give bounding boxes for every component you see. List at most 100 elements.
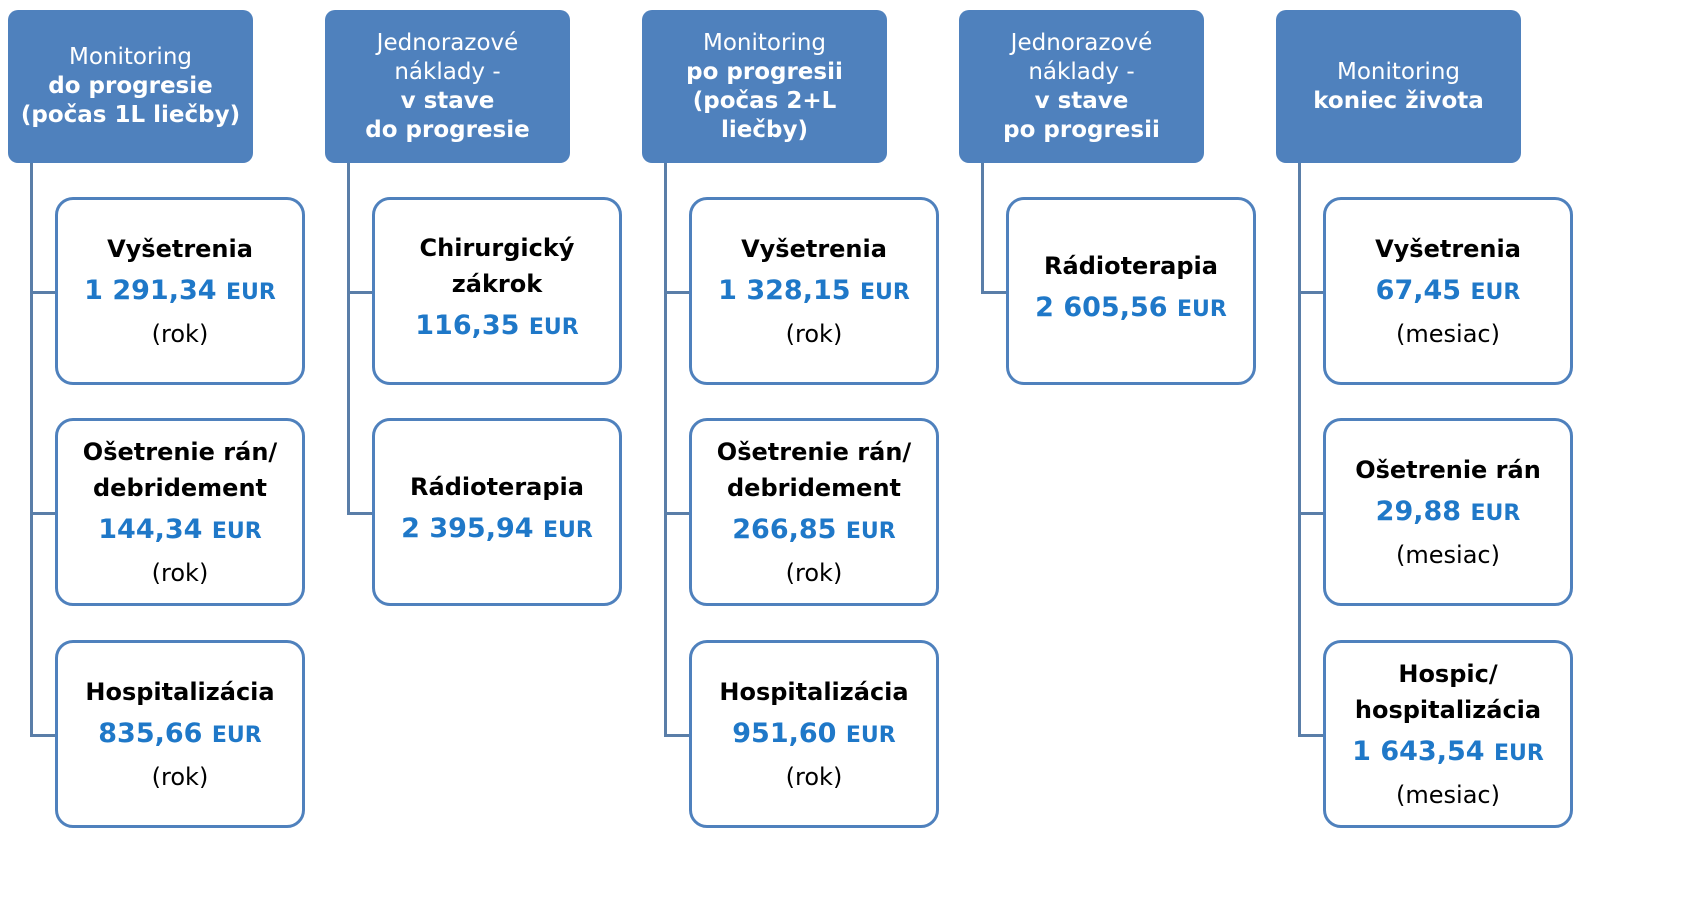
item-label: debridement [727,474,901,502]
cost-box: Rádioterapia 2 605,56 EUR [1006,197,1256,385]
amount: 266,85 [732,514,837,545]
period: (rok) [151,320,209,348]
amount-line: 1 328,15 EUR [718,267,910,317]
connector [981,291,1009,294]
connector [30,291,58,294]
cost-box: Chirurgický zákrok 116,35 EUR [372,197,622,385]
item-label: Hospitalizácia [85,678,275,706]
cost-box: Ošetrenie rán/debridement 266,85 EUR (rok) [689,418,939,606]
item-label: Ošetrenie rán [1355,456,1541,484]
header-line: v stave [1034,87,1129,114]
amount-line: 1 291,34 EUR [84,267,276,317]
connector [347,163,350,514]
cost-box: Hospic/hospitalizácia 1 643,54 EUR (mesiac… [1323,640,1573,828]
item-label: Hospic/ [1398,660,1498,688]
period: (rok) [785,320,843,348]
connector [30,512,58,515]
amount: 116,35 [415,310,520,341]
cost-box: Vyšetrenia 67,45 EUR (mesiac) [1323,197,1573,385]
connector [664,291,692,294]
amount: 2 605,56 [1035,292,1168,323]
header-line: koniec života [1313,87,1484,114]
unit: EUR [1493,741,1544,766]
amount: 29,88 [1375,496,1462,527]
amount: 2 395,94 [401,513,534,544]
connector [664,512,692,515]
unit: EUR [528,315,579,340]
amount-line: 951,60 EUR [732,710,895,760]
cost-box: Vyšetrenia 1 291,34 EUR (rok) [55,197,305,385]
header-line: náklady - [1028,58,1135,85]
column-header: Jednorazové náklady -v stave do progresie [325,10,570,163]
amount: 144,34 [98,514,203,545]
item-label: Ošetrenie rán/ [716,438,912,466]
header-line: po progresii [686,58,843,85]
period: (mesiac) [1396,541,1500,569]
unit: EUR [1470,280,1521,305]
amount: 67,45 [1375,275,1462,306]
period: (rok) [785,763,843,791]
amount-line: 2 605,56 EUR [1035,284,1227,334]
item-label: Chirurgický [419,234,575,262]
header-line: do progresie [365,116,530,143]
header-line: liečby) [721,116,808,143]
header-line: (počas 1L liečby) [20,102,241,128]
period: (mesiac) [1396,781,1500,809]
unit: EUR [542,518,593,543]
connector [1298,734,1326,737]
item-label: Rádioterapia [410,473,584,501]
period: (mesiac) [1396,320,1500,348]
cost-box: Ošetrenie rán/debridement 144,34 EUR (rok) [55,418,305,606]
item-label: Vyšetrenia [107,235,253,263]
header-line: Monitoring [69,44,192,70]
header-line: Monitoring [1337,58,1460,85]
amount: 1 643,54 [1352,736,1485,767]
cost-box: Hospitalizácia 951,60 EUR (rok) [689,640,939,828]
item-label: hospitalizácia [1354,696,1542,724]
item-label: Rádioterapia [1044,252,1218,280]
item-label: Ošetrenie rán/ [82,438,278,466]
cost-box: Vyšetrenia 1 328,15 EUR (rok) [689,197,939,385]
connector [981,163,984,293]
connector [664,734,692,737]
header-line: Jednorazové [376,29,519,56]
cost-box: Rádioterapia 2 395,94 EUR [372,418,622,606]
amount-line: 2 395,94 EUR [401,505,593,555]
connector [30,163,33,736]
column-header: Monitoring po progresii (počas 2+L liečby) [642,10,887,163]
unit: EUR [1470,501,1521,526]
item-label: Hospitalizácia [719,678,909,706]
header-line: Monitoring [703,29,826,56]
cost-box: Ošetrenie rán 29,88 EUR (mesiac) [1323,418,1573,606]
column-header: Monitoring do progresie (počas 1L liečby) [8,10,253,163]
unit: EUR [225,280,276,305]
amount-line: 835,66 EUR [98,710,261,760]
column-header: Monitoring koniec života [1276,10,1521,163]
header-line: náklady - [394,58,501,85]
header-line: (počas 2+L [692,87,837,114]
header-line: do progresie [48,73,213,99]
connector [664,163,667,736]
connector [1298,163,1301,736]
period: (rok) [151,559,209,587]
unit: EUR [211,519,262,544]
amount: 835,66 [98,718,203,749]
column-header: Jednorazové náklady -v stave po progresii [959,10,1204,163]
unit: EUR [859,280,910,305]
amount: 951,60 [732,718,837,749]
unit: EUR [1176,297,1227,322]
amount-line: 29,88 EUR [1376,488,1521,538]
connector [347,512,375,515]
amount-line: 116,35 EUR [415,302,578,352]
amount-line: 1 643,54 EUR [1352,728,1544,778]
unit: EUR [211,723,262,748]
amount: 1 328,15 [718,275,851,306]
item-label: Vyšetrenia [1375,235,1521,263]
connector [347,291,375,294]
amount-line: 266,85 EUR [732,506,895,556]
header-line: po progresii [1003,116,1160,143]
item-label: Vyšetrenia [741,235,887,263]
period: (rok) [151,763,209,791]
item-label: zákrok [451,270,543,298]
